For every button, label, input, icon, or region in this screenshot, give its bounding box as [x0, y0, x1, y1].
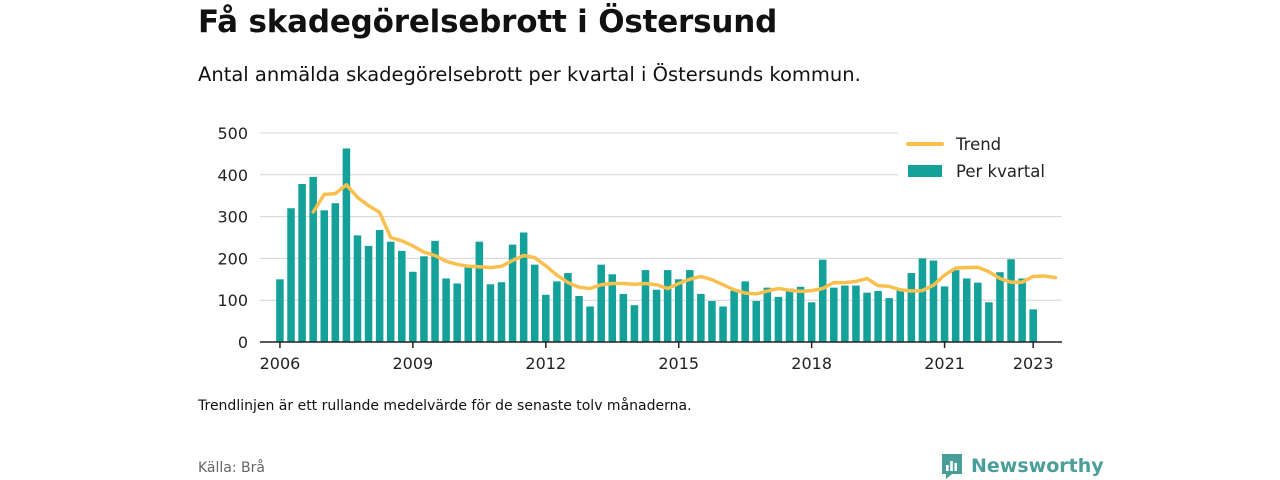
- bar: [763, 287, 772, 342]
- bar: [641, 270, 650, 342]
- bar: [774, 296, 783, 342]
- footnote: Trendlinjen är ett rullande medelvärde f…: [198, 398, 692, 414]
- bar: [674, 279, 683, 342]
- x-tick-label: 2023: [1013, 354, 1054, 373]
- y-tick-label: 100: [217, 291, 248, 310]
- bar: [686, 270, 694, 342]
- bar: [852, 285, 860, 342]
- bar: [442, 278, 450, 342]
- bar: [431, 240, 439, 342]
- bar: [752, 301, 761, 342]
- bar: [475, 241, 484, 342]
- bar: [575, 296, 583, 342]
- legend-bar-swatch: [908, 165, 942, 177]
- chart-title: Få skadegörelsebrott i Östersund: [198, 4, 778, 40]
- x-tick-label: 2012: [525, 354, 566, 373]
- bar: [508, 244, 517, 342]
- x-tick-label: 2009: [393, 354, 434, 373]
- bar: [708, 301, 716, 342]
- bar: [375, 229, 384, 342]
- bar: [564, 273, 572, 342]
- bar: [818, 259, 827, 342]
- y-tick-label: 0: [238, 333, 248, 352]
- bar: [630, 305, 639, 342]
- bar: [420, 256, 428, 342]
- brand-name: Newsworthy: [971, 455, 1104, 477]
- bar: [1007, 259, 1015, 342]
- legend-trend-label: Trend: [955, 135, 1001, 154]
- chart-subtitle: Antal anmälda skadegörelsebrott per kvar…: [198, 63, 861, 86]
- bar-series: [276, 148, 1037, 342]
- bar: [796, 286, 805, 342]
- bar: [298, 183, 306, 342]
- bar: [276, 279, 284, 342]
- bar: [619, 293, 628, 342]
- bar: [874, 291, 882, 342]
- y-tick-label: 500: [217, 124, 248, 143]
- bar: [553, 281, 561, 342]
- bar: [597, 264, 605, 342]
- bar: [519, 232, 528, 342]
- bar: [464, 265, 473, 342]
- bar: [863, 292, 871, 342]
- bar: [830, 287, 838, 342]
- axes: 0 100 200 300 400 500 2006 2009 2012 2015 2018 2021…: [217, 124, 1062, 373]
- brand-logo: Newsworthy: [940, 452, 1104, 480]
- trend-series: [311, 183, 1058, 296]
- x-tick-label: 2015: [658, 354, 699, 373]
- bar: [929, 260, 938, 342]
- bar: [331, 203, 340, 342]
- bar: [652, 289, 661, 342]
- bar: [663, 270, 672, 342]
- legend: Trend Per kvartal: [898, 130, 1064, 186]
- bar: [940, 286, 949, 342]
- bar: [486, 284, 495, 342]
- bar: [398, 250, 406, 342]
- bar: [896, 289, 905, 342]
- bar: [409, 271, 417, 342]
- bar: [885, 298, 893, 342]
- newsworthy-logo-icon: [942, 454, 962, 479]
- bar: [974, 282, 982, 342]
- bar: [309, 176, 317, 342]
- x-tick-label: 2021: [924, 354, 965, 373]
- y-tick-label: 300: [217, 208, 248, 227]
- legend-bar-label: Per kvartal: [956, 162, 1045, 181]
- bar: [807, 302, 816, 342]
- bar: [741, 281, 749, 342]
- bar: [1018, 278, 1026, 342]
- bar: [730, 290, 738, 342]
- source-credit: Källa: Brå: [198, 460, 265, 476]
- bar: [530, 264, 539, 342]
- bar: [353, 235, 362, 342]
- bar: [841, 285, 849, 342]
- trend-line: [311, 183, 1058, 296]
- bar: [386, 241, 395, 342]
- bar: [962, 278, 971, 342]
- bar: [320, 210, 329, 342]
- bar: [985, 302, 993, 342]
- bar: [542, 294, 550, 342]
- bar: [996, 272, 1004, 342]
- bar: [497, 282, 506, 342]
- bar: [586, 306, 594, 342]
- bar: [907, 273, 916, 342]
- bar: [697, 293, 705, 342]
- bar: [364, 245, 373, 342]
- y-tick-label: 400: [217, 166, 248, 185]
- bar: [918, 258, 927, 342]
- bar: [951, 270, 960, 342]
- x-tick-label: 2018: [791, 354, 832, 373]
- y-tick-label: 200: [217, 249, 248, 268]
- x-tick-label: 2006: [260, 354, 301, 373]
- bar: [342, 148, 351, 342]
- bar: [719, 306, 727, 342]
- bar: [608, 274, 617, 342]
- bar: [453, 283, 461, 342]
- bar: [287, 208, 295, 342]
- bar: [1029, 309, 1037, 342]
- bar: [785, 288, 794, 342]
- chart-area: 0 100 200 300 400 500 2006 2009 2012 2015 2018 2021…: [217, 124, 1064, 373]
